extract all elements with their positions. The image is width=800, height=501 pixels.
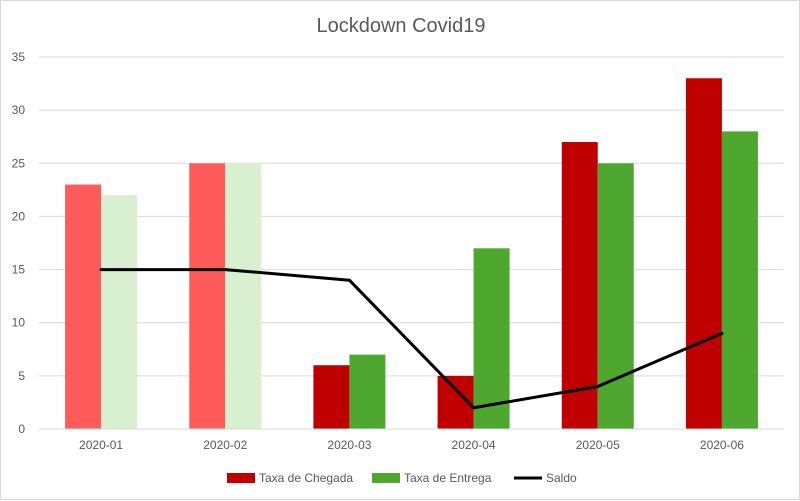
y-tick-label: 20: [12, 209, 26, 223]
y-tick-label: 5: [18, 369, 25, 383]
saldo-point: [223, 268, 227, 272]
saldo-line-layer: [99, 268, 724, 410]
legend-label-saldo: Saldo: [546, 471, 577, 485]
saldo-point: [99, 268, 103, 272]
bar-taxa-de-entrega-2020-04: [473, 248, 510, 429]
bar-taxa-de-entrega-2020-02: [225, 163, 262, 430]
x-tick-label: 2020-05: [576, 438, 620, 452]
saldo-line: [101, 268, 723, 410]
y-axis-ticks: 0 5 10 15 20 25 30 35: [12, 50, 26, 436]
x-tick-label: 2020-04: [452, 438, 496, 452]
y-tick-label: 35: [12, 50, 26, 64]
bar-taxa-de-chegada-2020-05: [561, 142, 598, 429]
saldo-point: [347, 278, 351, 282]
x-tick-label: 2020-03: [327, 438, 371, 452]
bar-taxa-de-chegada-2020-02: [189, 163, 226, 430]
bar-taxa-de-chegada-2020-03: [313, 365, 350, 429]
y-tick-label: 10: [12, 316, 26, 330]
legend-swatch-taxa-de-chegada: [227, 473, 255, 483]
saldo-point: [472, 406, 476, 410]
saldo-point: [720, 331, 724, 335]
bar-taxa-de-entrega-2020-05: [597, 163, 634, 430]
legend-label-taxa-de-chegada: Taxa de Chegada: [259, 471, 353, 485]
bar-taxa-de-chegada-2020-01: [65, 184, 102, 429]
bar-taxa-de-entrega-2020-01: [101, 195, 138, 429]
bar-taxa-de-entrega-2020-03: [349, 354, 386, 429]
y-tick-label: 30: [12, 103, 26, 117]
legend: Taxa de Chegada Taxa de Entrega Saldo: [227, 471, 577, 485]
chart-title: Lockdown Covid19: [317, 15, 486, 37]
legend-swatch-taxa-de-entrega: [372, 473, 400, 483]
x-axis: 2020-01 2020-02 2020-03 2020-04 2020-05 2020-…: [39, 428, 784, 452]
bars: [65, 78, 758, 430]
bar-taxa-de-entrega-2020-06: [721, 131, 758, 429]
y-tick-label: 0: [18, 422, 25, 436]
x-tick-label: 2020-01: [79, 438, 123, 452]
x-tick-label: 2020-06: [700, 438, 744, 452]
x-tick-label: 2020-02: [203, 438, 247, 452]
y-tick-label: 15: [12, 263, 26, 277]
legend-label-taxa-de-entrega: Taxa de Entrega: [404, 471, 492, 485]
gridlines: [39, 56, 784, 430]
bar-taxa-de-chegada-2020-06: [685, 78, 722, 429]
saldo-point: [596, 384, 600, 388]
y-tick-label: 25: [12, 156, 26, 170]
